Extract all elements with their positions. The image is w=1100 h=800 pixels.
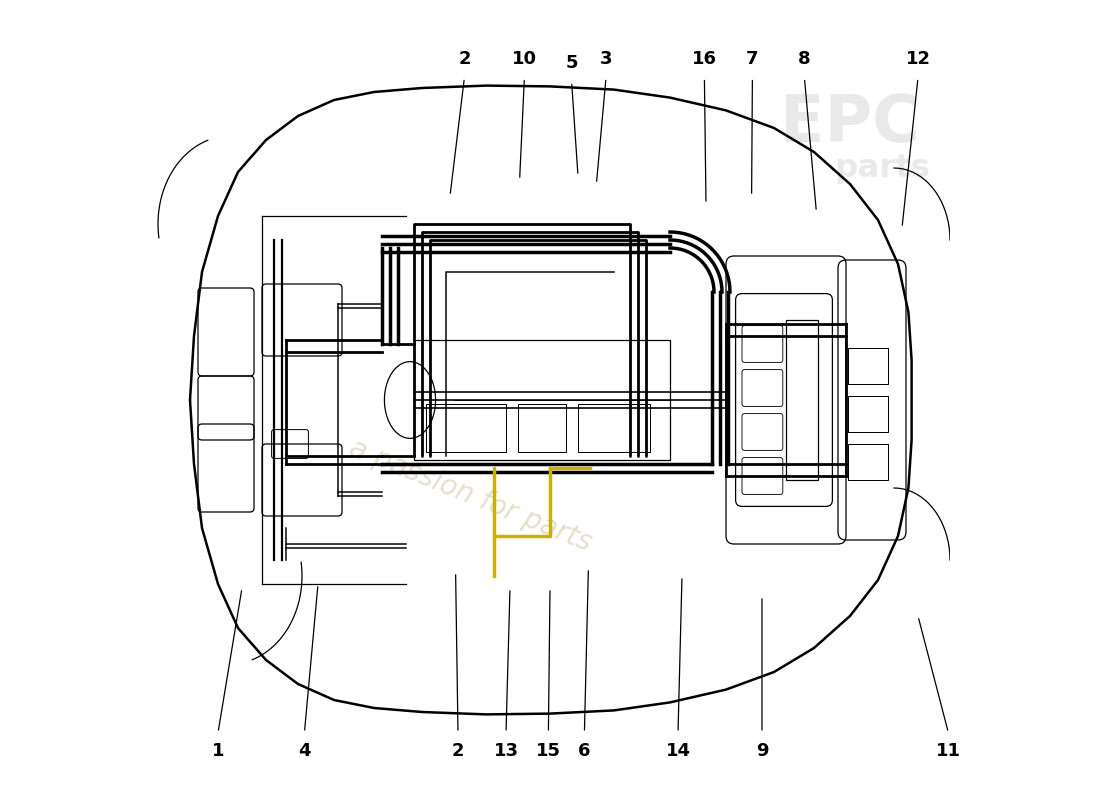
Text: parts: parts — [834, 153, 929, 183]
Bar — [848, 396, 889, 432]
Text: 6: 6 — [579, 742, 591, 760]
Text: 16: 16 — [692, 50, 717, 68]
Text: 13: 13 — [494, 742, 518, 760]
Text: 3: 3 — [600, 50, 613, 68]
Text: 2: 2 — [452, 742, 464, 760]
Text: 10: 10 — [512, 50, 537, 68]
Bar — [848, 444, 889, 480]
Text: 1: 1 — [211, 742, 224, 760]
Text: a passion for parts: a passion for parts — [344, 434, 595, 558]
Bar — [848, 348, 889, 384]
Text: 7: 7 — [746, 50, 759, 68]
Bar — [786, 320, 818, 480]
Text: 4: 4 — [298, 742, 310, 760]
Bar — [578, 404, 650, 452]
Text: 8: 8 — [799, 50, 811, 68]
Text: EPC: EPC — [780, 92, 920, 156]
Bar — [426, 404, 506, 452]
Text: 15: 15 — [536, 742, 561, 760]
Text: 5: 5 — [565, 54, 578, 72]
Text: 11: 11 — [936, 742, 961, 760]
Text: 2: 2 — [459, 50, 471, 68]
Bar — [518, 404, 567, 452]
Bar — [414, 340, 670, 460]
Text: 12: 12 — [905, 50, 931, 68]
Text: 14: 14 — [666, 742, 691, 760]
Text: 9: 9 — [756, 742, 768, 760]
